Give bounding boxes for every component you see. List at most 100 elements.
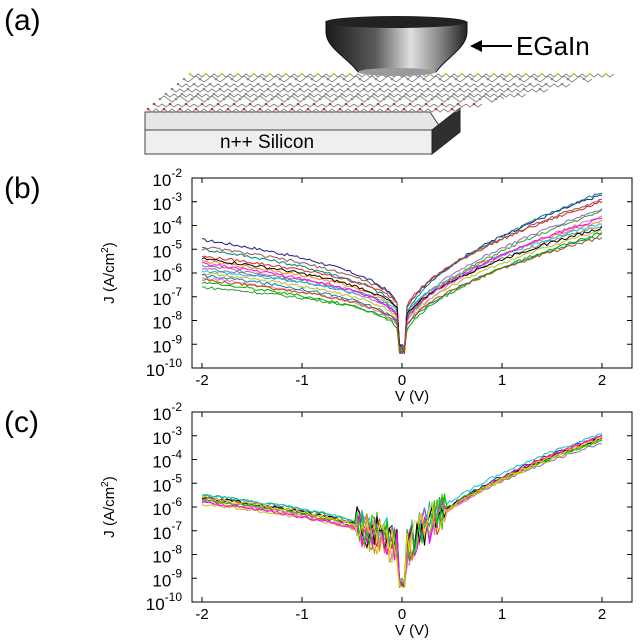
lattice-atom [218,87,222,91]
y-tick-label: 10-8 [152,543,182,567]
lattice-atom [384,82,388,86]
lattice-atom [550,77,554,81]
series-line [201,440,603,584]
x-tick-label: -2 [195,606,208,623]
lattice-atom [544,82,548,86]
lattice-atom [258,107,262,111]
lattice-atom [436,92,440,96]
substrate-label: n++ Silicon [220,132,314,153]
lattice-atom [290,107,294,111]
lattice-atom [566,77,570,81]
egain-tip-bottom [358,68,436,76]
lattice-row [171,88,549,93]
x-tick-label: -1 [295,372,308,389]
lattice-atom [338,107,342,111]
x-tick-label: 0 [398,606,406,623]
lattice-atom [516,92,520,96]
y-tick-label: 10-9 [152,332,182,356]
lattice-atom [288,82,292,86]
lattice-atom [254,97,258,101]
lattice-atom [146,107,150,111]
lattice-atom [334,97,338,101]
lattice-atom [204,72,208,76]
lattice-atom [276,92,280,96]
y-tick-label: 10-3 [152,424,182,448]
lattice-atom [232,102,236,106]
lattice-atom [226,107,230,111]
x-tick-label: -1 [295,606,308,623]
lattice-atom [472,102,476,106]
lattice-atom [176,82,180,86]
lattice-atom [274,107,278,111]
lattice-atom [416,82,420,86]
lattice-atom [442,87,446,91]
arrow-icon [470,40,512,52]
lattice-atom [386,107,390,111]
substrate-side [431,106,461,156]
lattice-atom [486,77,490,81]
panel-b-letter: (b) [4,172,41,205]
lattice-atom [506,87,510,91]
lattice-atom [352,82,356,86]
panel-a-letter: (a) [4,4,41,37]
lattice-atom [318,97,322,101]
lattice-atom [306,107,310,111]
lattice-atom [604,72,608,76]
lattice-atom [378,87,382,91]
lattice-atom [324,92,328,96]
lattice-atom [402,107,406,111]
lattice-atom [368,82,372,86]
series-line [201,200,603,355]
y-tick-label: 10-7 [152,285,182,309]
lattice-atom [434,107,438,111]
lattice-atom [358,77,362,81]
lattice-atom [168,102,172,106]
lattice-atom [268,72,272,76]
lattice-atom [312,102,316,106]
lattice-atom [198,77,202,81]
panel-c-letter: (c) [4,406,39,439]
chart-b: 10-210-310-410-510-610-710-810-910-10 -2 -… [100,166,633,405]
lattice-atom [250,87,254,91]
lattice-atom [326,77,330,81]
lattice-atom [332,72,336,76]
lattice-atom [196,92,200,96]
series-line [201,215,603,356]
y-tick-label: 10-10 [146,356,183,380]
x-tick-label: -2 [195,372,208,389]
series-line [201,207,603,352]
y-tick-label: 10-2 [152,166,182,190]
y-tick-label: 10-7 [152,519,182,543]
lattice-atom [242,107,246,111]
lattice-atom [300,72,304,76]
lattice-atom [348,72,352,76]
lattice-atom [278,77,282,81]
y-tick-label: 10-2 [152,400,182,424]
y-tick-label: 10-6 [152,261,182,285]
lattice-atom [452,92,456,96]
lattice-atom [264,102,268,106]
lattice-atom [448,82,452,86]
y-tick-label: 10-6 [152,495,182,519]
x-axis-label: V (V) [395,388,429,405]
lattice-atom [534,77,538,81]
lattice-atom [404,92,408,96]
lattice-atom [162,107,166,111]
lattice-atom [350,97,354,101]
series-line [201,232,603,353]
lattice-atom [188,72,192,76]
lattice-atom [432,82,436,86]
lattice-atom [464,82,468,86]
lattice-atom [458,87,462,91]
lattice-atom [164,92,168,96]
lattice-atom [344,102,348,106]
x-tick-label: 1 [498,606,506,623]
y-tick-label: 10-10 [146,590,183,614]
lattice-atom [450,107,454,111]
series-line [201,223,603,354]
lattice-atom [180,92,184,96]
y-tick-label: 10-8 [152,309,182,333]
lattice-atom [502,77,506,81]
series-line [201,437,603,589]
lattice-atom [424,102,428,106]
